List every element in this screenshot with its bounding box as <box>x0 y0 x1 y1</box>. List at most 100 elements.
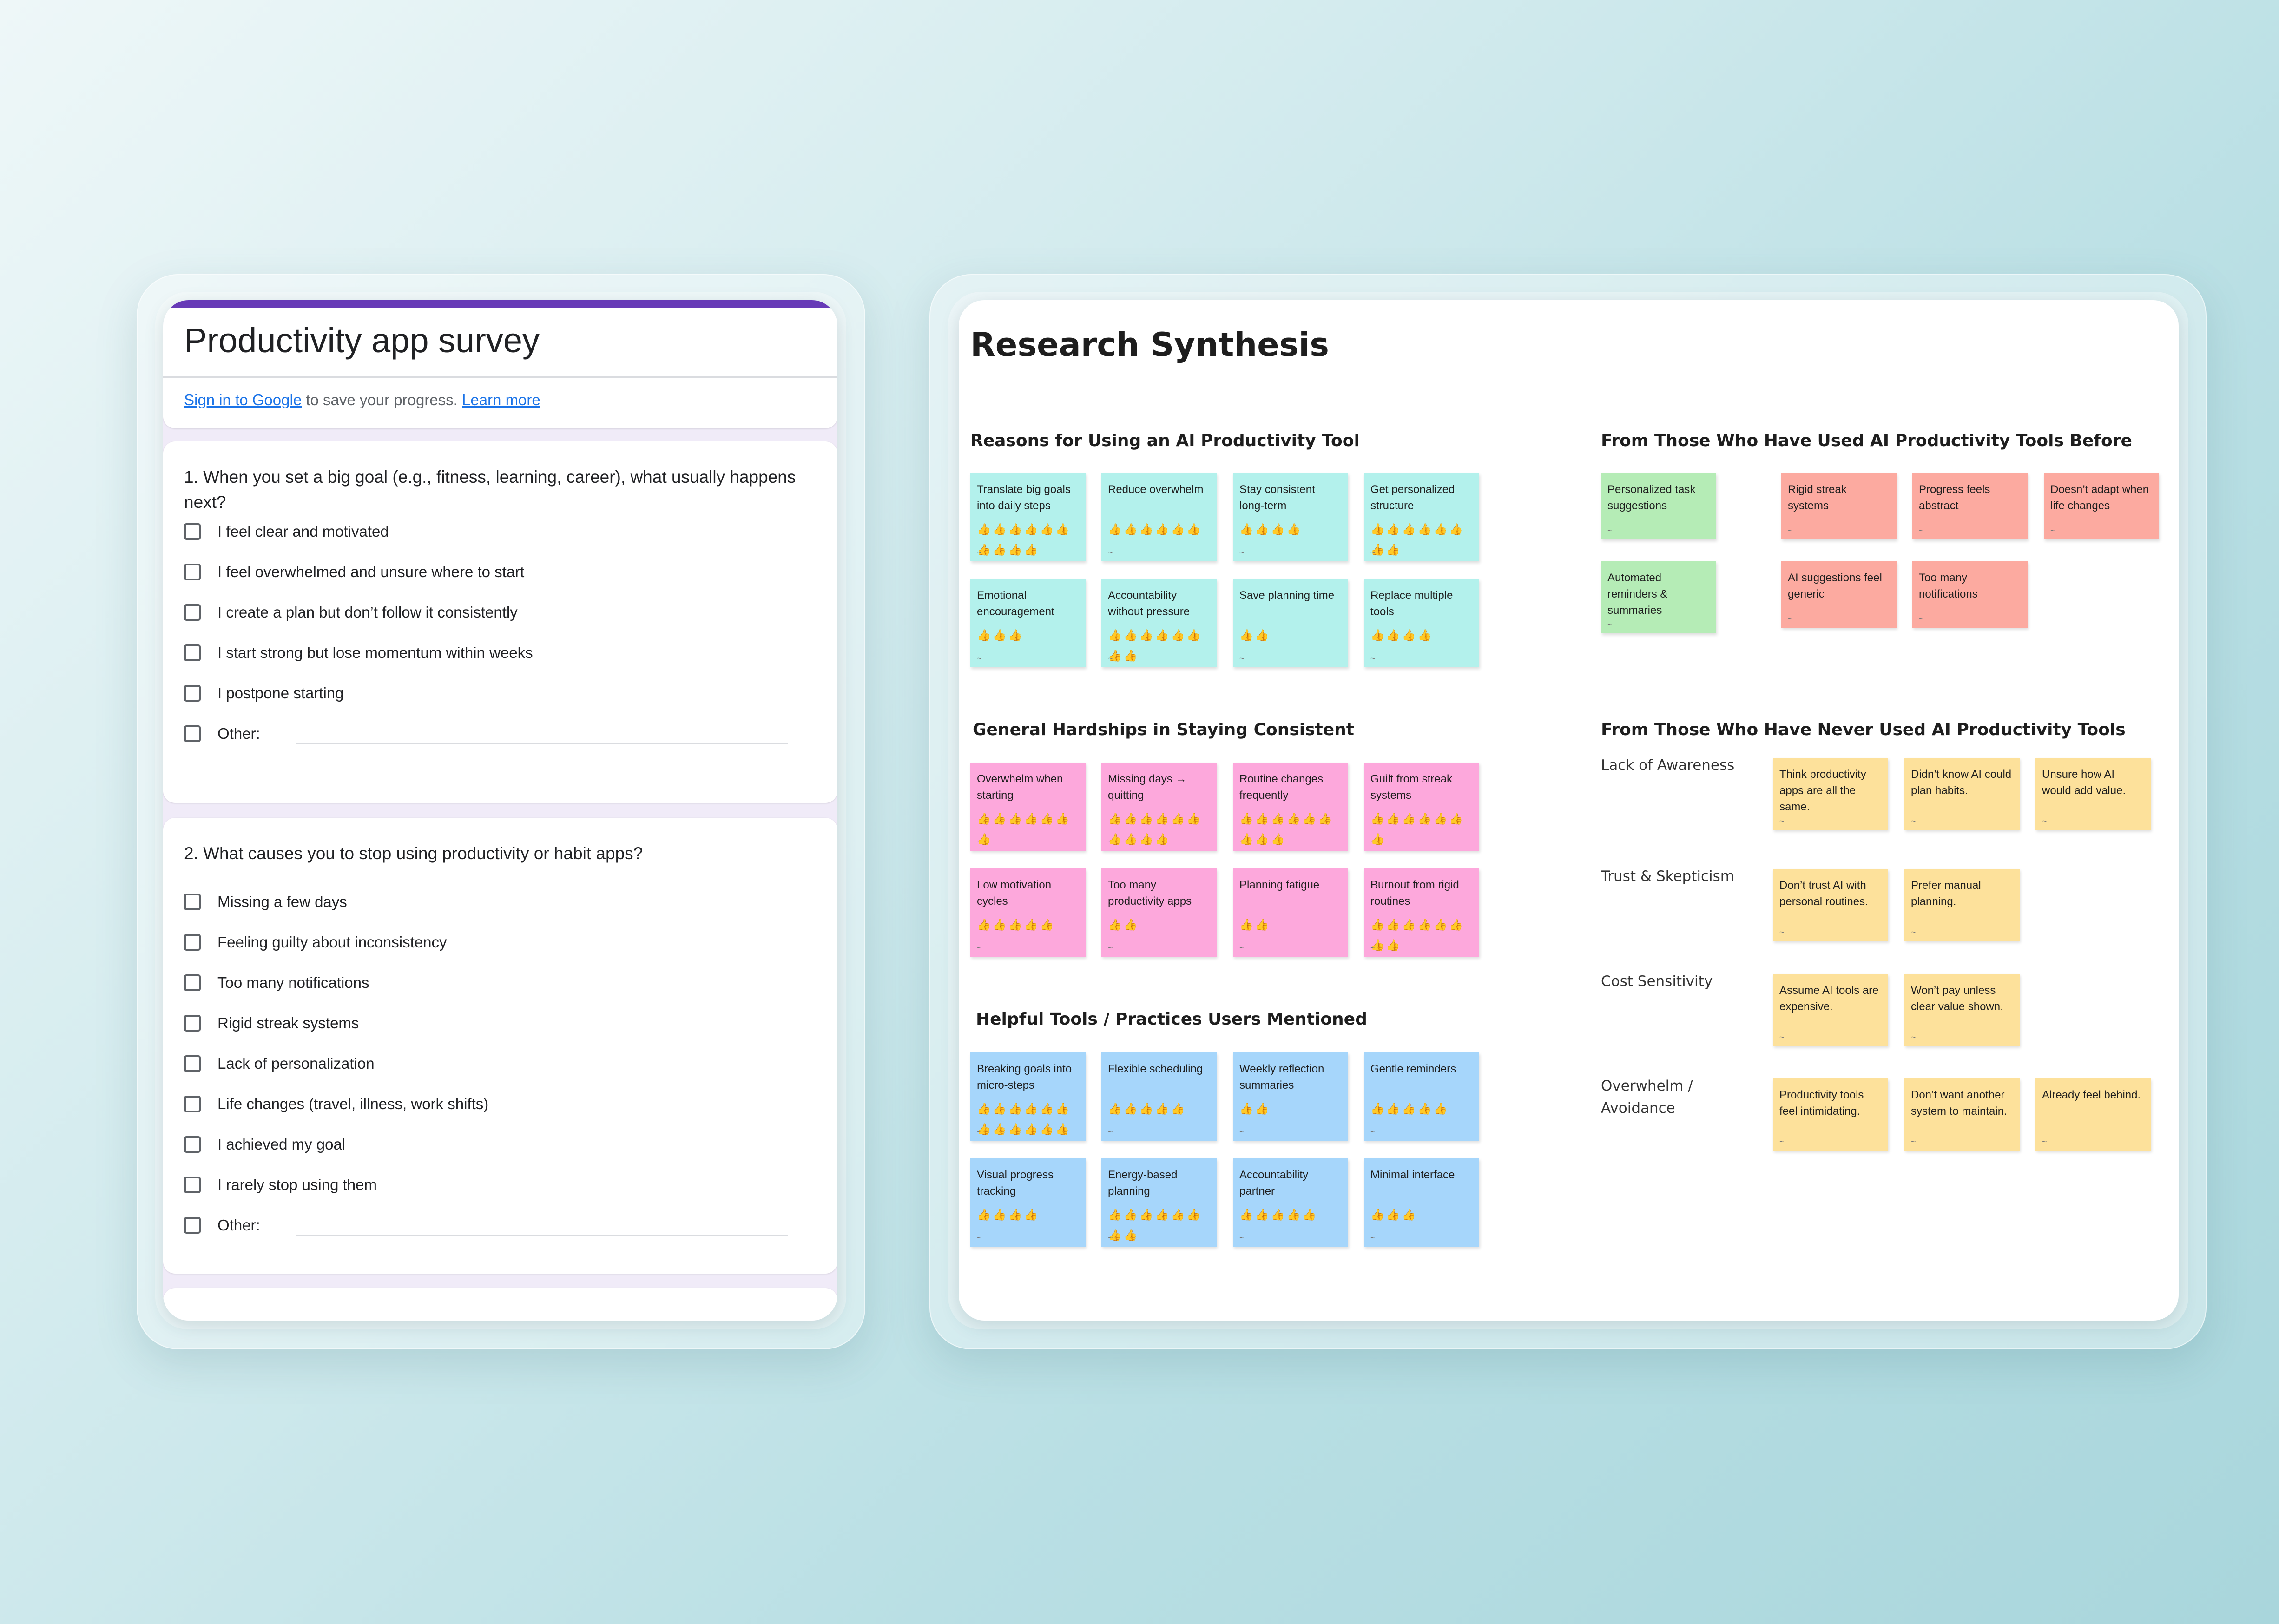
option-label: Other: <box>217 724 260 742</box>
sticky-text: Visual progress tracking <box>977 1169 1054 1197</box>
used-negative-note-3[interactable]: Doesn’t adapt when life changes ~ <box>2044 473 2159 539</box>
sticky-text: Think productivity apps are all the same… <box>1779 768 1866 813</box>
option-q1-1[interactable]: I feel clear and motivated <box>184 521 389 542</box>
never-used-row-label: Cost Sensitivity <box>1601 973 1713 990</box>
sticky-text: Unsure how AI would add value. <box>2042 768 2126 797</box>
sticky-author-mark: ~ <box>977 837 982 847</box>
sticky-text: Low motivation cycles <box>977 879 1052 907</box>
sticky-author-mark: ~ <box>1911 927 1916 937</box>
section-never-used-title: From Those Who Have Never Used AI Produc… <box>1601 720 2126 739</box>
reasons-note-2[interactable]: Reduce overwhelm 👍👍👍👍👍👍 ~ <box>1101 473 1217 561</box>
checkbox[interactable] <box>184 1136 201 1153</box>
checkbox[interactable] <box>184 1055 201 1072</box>
hardships-note-6[interactable]: Too many productivity apps 👍👍 ~ <box>1101 868 1217 957</box>
used-negative-note-2[interactable]: Progress feels abstract ~ <box>1912 473 2028 539</box>
hardships-note-4[interactable]: Guilt from streak systems 👍👍👍👍👍👍👍 ~ <box>1364 763 1479 851</box>
thumbs-up-votes: 👍👍 <box>1239 919 1271 931</box>
hardships-note-5[interactable]: Low motivation cycles 👍👍👍👍👍 ~ <box>970 868 1086 957</box>
used-negative-note-4[interactable]: AI suggestions feel generic ~ <box>1781 561 1897 628</box>
sticky-author-mark: ~ <box>977 1127 982 1137</box>
checkbox[interactable] <box>184 725 201 742</box>
reasons-note-7[interactable]: Save planning time 👍👍 ~ <box>1233 579 1348 667</box>
reasons-note-8[interactable]: Replace multiple tools 👍👍👍👍 ~ <box>1364 579 1479 667</box>
used-positive-note-2[interactable]: Automated reminders & summaries ~ <box>1601 561 1716 633</box>
option-q1-6[interactable]: Other: <box>184 723 260 744</box>
option-q2-9[interactable]: Other: <box>184 1215 260 1236</box>
helpful-note-6[interactable]: Energy-based planning 👍👍👍👍👍👍👍👍 ~ <box>1101 1158 1217 1247</box>
option-q2-5[interactable]: Lack of personalization <box>184 1053 375 1074</box>
never-used-note-1-2[interactable]: Didn’t know AI could plan habits. ~ <box>1904 758 2020 830</box>
helpful-note-1[interactable]: Breaking goals into micro-steps 👍👍👍👍👍👍👍👍👍… <box>970 1052 1086 1141</box>
never-used-note-3-2[interactable]: Won’t pay unless clear value shown. ~ <box>1904 974 2020 1046</box>
signin-line: Sign in to Google to save your progress.… <box>184 391 540 409</box>
reasons-note-5[interactable]: Emotional encouragement 👍👍👍 ~ <box>970 579 1086 667</box>
sticky-author-mark: ~ <box>1779 816 1785 826</box>
option-q2-6[interactable]: Life changes (travel, illness, work shif… <box>184 1093 488 1114</box>
signin-text: to save your progress. <box>302 391 462 408</box>
other-text-input[interactable] <box>296 743 788 744</box>
option-q2-1[interactable]: Missing a few days <box>184 891 347 912</box>
helpful-note-5[interactable]: Visual progress tracking 👍👍👍👍 ~ <box>970 1158 1086 1247</box>
never-used-note-1-1[interactable]: Think productivity apps are all the same… <box>1773 758 1888 830</box>
never-used-note-4-1[interactable]: Productivity tools feel intimidating. ~ <box>1773 1078 1888 1151</box>
used-negative-note-1[interactable]: Rigid streak systems ~ <box>1781 473 1897 539</box>
learn-more-link[interactable]: Learn more <box>462 391 540 408</box>
hardships-note-3[interactable]: Routine changes frequently 👍👍👍👍👍👍👍👍👍 ~ <box>1233 763 1348 851</box>
hardships-note-7[interactable]: Planning fatigue 👍👍 ~ <box>1233 868 1348 957</box>
option-q2-3[interactable]: Too many notifications <box>184 972 369 993</box>
helpful-note-7[interactable]: Accountability partner 👍👍👍👍👍 ~ <box>1233 1158 1348 1247</box>
thumbs-up-votes: 👍👍👍 <box>977 629 1024 642</box>
checkbox[interactable] <box>184 563 201 580</box>
option-q1-5[interactable]: I postpone starting <box>184 683 344 704</box>
option-q2-2[interactable]: Feeling guilty about inconsistency <box>184 932 447 953</box>
other-text-input[interactable] <box>296 1235 788 1236</box>
hardships-note-2[interactable]: Missing days → quitting 👍👍👍👍👍👍👍👍👍👍 ~ <box>1101 763 1217 851</box>
checkbox[interactable] <box>184 523 201 540</box>
option-q1-3[interactable]: I create a plan but don’t follow it cons… <box>184 602 518 623</box>
never-used-note-2-1[interactable]: Don’t trust AI with personal routines. ~ <box>1773 869 1888 941</box>
checkbox[interactable] <box>184 934 201 951</box>
sticky-author-mark: ~ <box>1239 1233 1245 1243</box>
synthesis-board[interactable]: Research Synthesis Reasons for Using an … <box>959 300 2179 1321</box>
checkbox[interactable] <box>184 1216 201 1234</box>
sticky-author-mark: ~ <box>1108 837 1113 847</box>
never-used-note-4-2[interactable]: Don’t want another system to maintain. ~ <box>1904 1078 2020 1151</box>
sign-in-link[interactable]: Sign in to Google <box>184 391 302 408</box>
helpful-note-2[interactable]: Flexible scheduling 👍👍👍👍👍 ~ <box>1101 1052 1217 1141</box>
option-q2-8[interactable]: I rarely stop using them <box>184 1174 377 1195</box>
checkbox[interactable] <box>184 1095 201 1112</box>
helpful-note-4[interactable]: Gentle reminders 👍👍👍👍👍 ~ <box>1364 1052 1479 1141</box>
never-used-note-1-3[interactable]: Unsure how AI would add value. ~ <box>2035 758 2151 830</box>
checkbox[interactable] <box>184 1176 201 1193</box>
option-q2-4[interactable]: Rigid streak systems <box>184 1013 359 1033</box>
helpful-note-8[interactable]: Minimal interface 👍👍👍 ~ <box>1364 1158 1479 1247</box>
hardships-note-8[interactable]: Burnout from rigid routines 👍👍👍👍👍👍👍👍 ~ <box>1364 868 1479 957</box>
reasons-note-3[interactable]: Stay consistent long-term 👍👍👍👍 ~ <box>1233 473 1348 561</box>
reasons-note-6[interactable]: Accountability without pressure 👍👍👍👍👍👍👍👍 ~ <box>1101 579 1217 667</box>
option-label: Missing a few days <box>217 893 347 910</box>
option-q1-2[interactable]: I feel overwhelmed and unsure where to s… <box>184 561 524 582</box>
option-q1-4[interactable]: I start strong but lose momentum within … <box>184 642 533 663</box>
thumbs-up-votes: 👍👍👍 <box>1370 1209 1418 1221</box>
used-positive-note-1[interactable]: Personalized task suggestions ~ <box>1601 473 1716 539</box>
helpful-note-3[interactable]: Weekly reflection summaries 👍👍 ~ <box>1233 1052 1348 1141</box>
checkbox[interactable] <box>184 974 201 991</box>
checkbox[interactable] <box>184 684 201 702</box>
checkbox[interactable] <box>184 604 201 621</box>
never-used-note-4-3[interactable]: Already feel behind. ~ <box>2035 1078 2151 1151</box>
hardships-note-1[interactable]: Overwhelm when starting 👍👍👍👍👍👍👍 ~ <box>970 763 1086 851</box>
never-used-note-3-1[interactable]: Assume AI tools are expensive. ~ <box>1773 974 1888 1046</box>
sticky-text: Don’t trust AI with personal routines. <box>1779 879 1868 908</box>
sticky-text: Too many productivity apps <box>1108 879 1192 907</box>
checkbox[interactable] <box>184 1014 201 1032</box>
checkbox[interactable] <box>184 893 201 910</box>
reasons-note-4[interactable]: Get personalized structure 👍👍👍👍👍👍👍👍 ~ <box>1364 473 1479 561</box>
option-label: I feel overwhelmed and unsure where to s… <box>217 563 525 580</box>
never-used-note-2-2[interactable]: Prefer manual planning. ~ <box>1904 869 2020 941</box>
used-negative-note-5[interactable]: Too many notifications ~ <box>1912 561 2028 628</box>
reasons-note-1[interactable]: Translate big goals into daily steps 👍👍👍👍… <box>970 473 1086 561</box>
question-1-text: 1. When you set a big goal (e.g., fitnes… <box>184 467 796 512</box>
checkbox[interactable] <box>184 644 201 661</box>
option-q2-7[interactable]: I achieved my goal <box>184 1134 345 1155</box>
survey-title: Productivity app survey <box>184 321 540 360</box>
